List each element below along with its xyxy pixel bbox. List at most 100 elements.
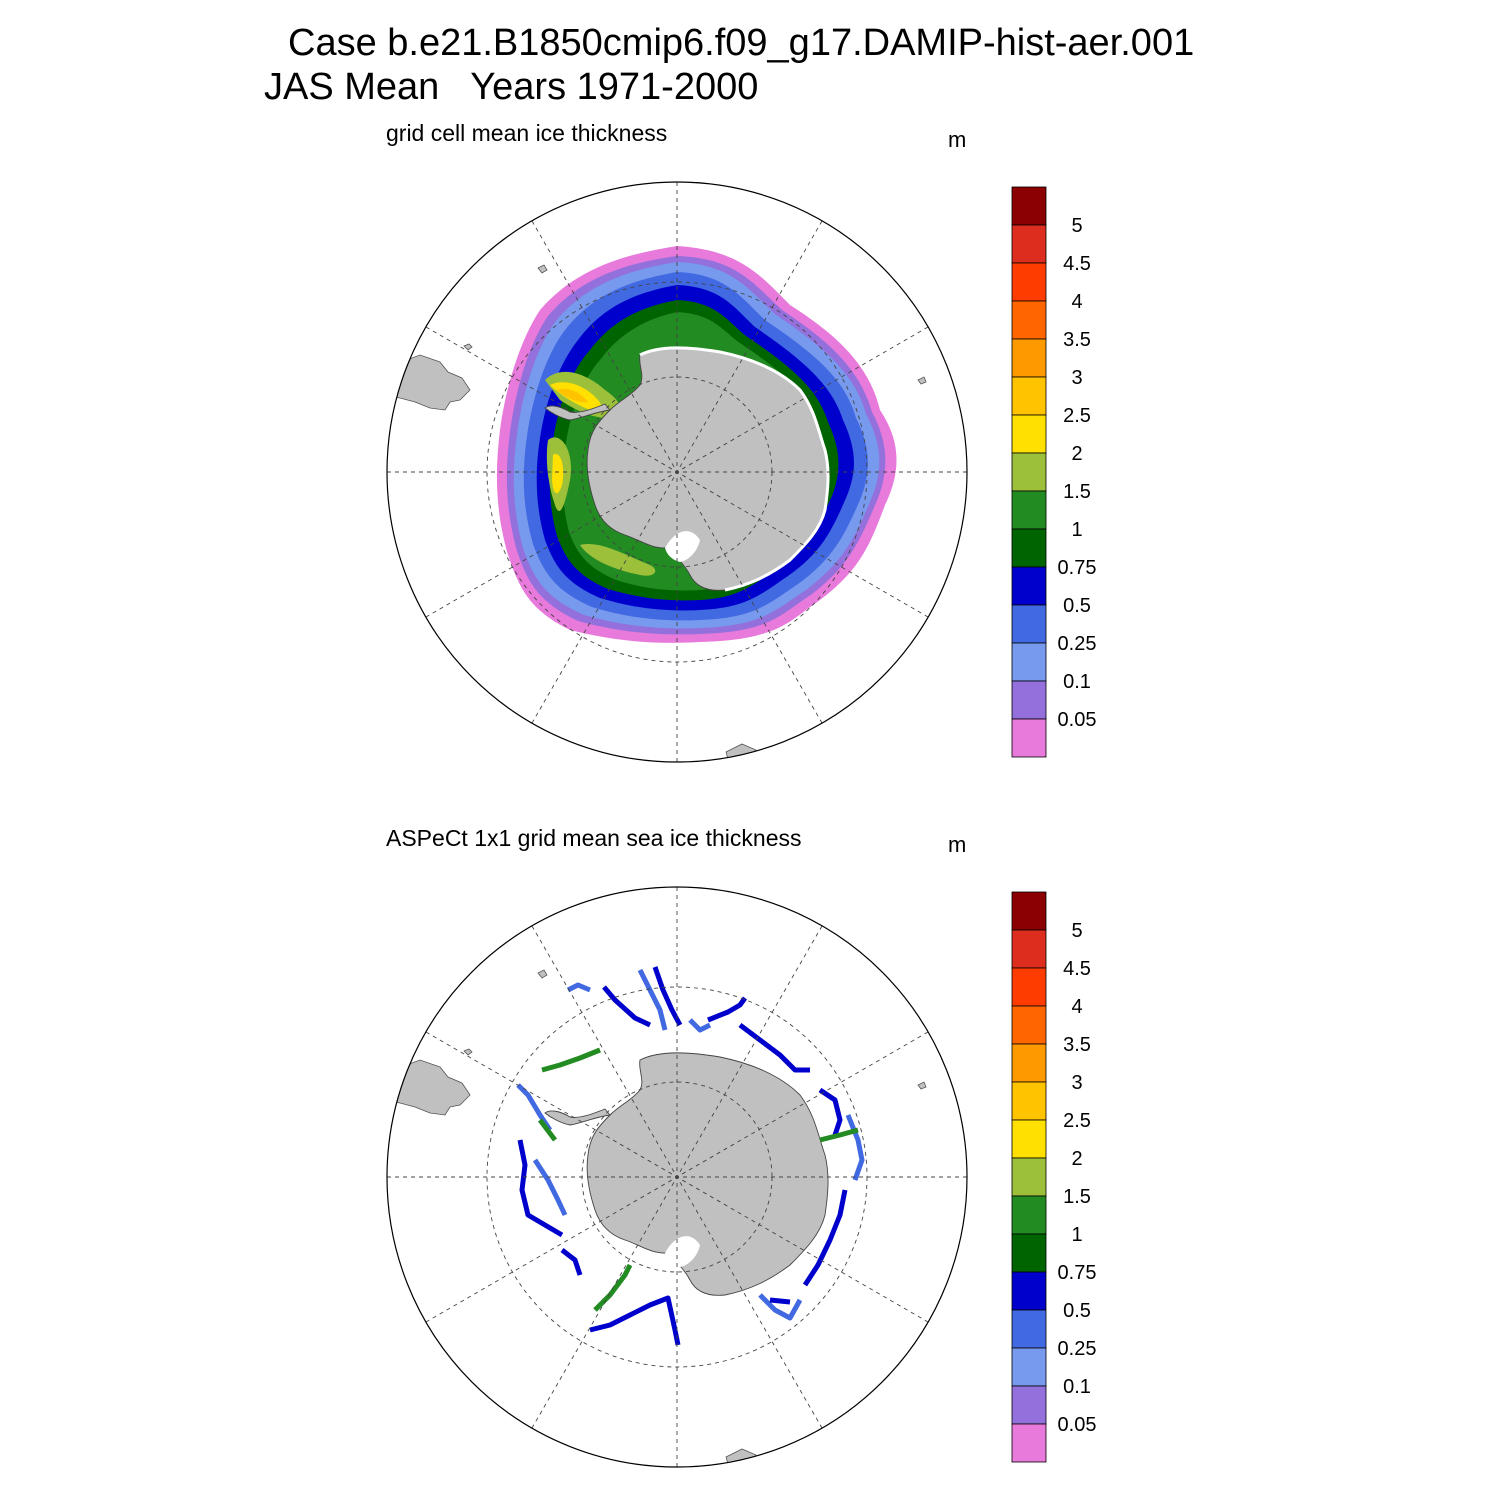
colorbar-1-label: 0.1 (1063, 671, 1091, 693)
antarctica-continent-2 (586, 1052, 829, 1296)
colorbar-1-label: 2 (1071, 443, 1082, 465)
colorbar-1-swatch (1011, 490, 1047, 530)
ship-track-8 (818, 1087, 843, 1136)
ice-band-2.5-weddell (550, 382, 602, 494)
ship-track-3 (637, 968, 668, 1031)
colorbar-1-swatch (1011, 452, 1047, 492)
panel2-unit: m (948, 832, 967, 857)
ship-track-5 (688, 1018, 712, 1033)
colorbar-2-label: 3.5 (1063, 1034, 1091, 1056)
colorbar-1-swatch (1011, 262, 1047, 302)
ship-track-17 (532, 1158, 568, 1217)
colorbar-1-label: 3.5 (1063, 329, 1091, 351)
colorbar-1-swatch (1011, 224, 1047, 264)
panel1-title: grid cell mean ice thickness (386, 120, 668, 146)
colorbar-2: 5 4.5 4 3.5 3 2.5 2 1.5 1 0.75 0.5 0.25 0.1 0.05 (1011, 891, 1097, 1463)
colorbar-2-swatch (1011, 1005, 1047, 1045)
ship-track-20 (541, 1047, 601, 1073)
ross-ice-shelf (665, 531, 700, 562)
ship-track-6 (707, 996, 748, 1023)
colorbar-1-swatch (1011, 414, 1047, 454)
colorbar-1-swatch (1011, 186, 1047, 226)
map-boundary-1 (386, 181, 968, 763)
colorbar-1-swatch (1011, 376, 1047, 416)
colorbar-1-label: 4.5 (1063, 253, 1091, 275)
island-south-georgia-2 (463, 1048, 473, 1056)
colorbar-1-label: 4 (1071, 291, 1082, 313)
map-panel-1 (386, 181, 968, 763)
ice-band-2-weddell (545, 371, 656, 576)
figure-title-line2: JAS Mean Years 1971-2000 (264, 66, 759, 108)
ship-track-15 (593, 1263, 633, 1312)
island-south-georgia (463, 343, 473, 351)
colorbar-2-label: 3 (1071, 1072, 1082, 1094)
colorbar-2-label: 2.5 (1063, 1110, 1091, 1132)
colorbar-2-label: 2 (1071, 1148, 1082, 1170)
graticule-2 (387, 887, 967, 1467)
graticule (387, 182, 967, 762)
figure-title-line1: Case b.e21.B1850cmip6.f09_g17.DAMIP-hist… (288, 22, 1195, 64)
ship-tracks (516, 966, 865, 1346)
colorbar-2-label: 4 (1071, 996, 1082, 1018)
colorbar-1-label: 0.75 (1058, 557, 1097, 579)
colorbar-2-label: 0.5 (1063, 1300, 1091, 1322)
panel2-title: ASPeCt 1x1 grid mean sea ice thickness (386, 825, 802, 851)
ship-track-7 (738, 1023, 810, 1073)
map-panel-2 (386, 886, 968, 1468)
colorbar-2-label: 1.5 (1063, 1186, 1091, 1208)
island-small-1 (537, 264, 548, 274)
colorbar-2-swatch (1011, 1423, 1047, 1463)
colorbar-1-swatch (1011, 566, 1047, 606)
colorbar-1-swatch (1011, 528, 1047, 568)
ship-track-14 (589, 1295, 681, 1346)
ship-track-10 (819, 1127, 859, 1143)
colorbar-2-swatch (1011, 1347, 1047, 1387)
colorbar-1-label: 1 (1071, 519, 1082, 541)
ship-track-2 (602, 985, 652, 1028)
colorbar-2-swatch (1011, 1385, 1047, 1425)
colorbar-2-label: 0.1 (1063, 1376, 1091, 1398)
colorbar-1-label: 0.25 (1058, 633, 1097, 655)
ice-band-3-weddell (556, 388, 588, 403)
colorbar-1-label: 5 (1071, 215, 1082, 237)
colorbar-2-swatch (1011, 1233, 1047, 1273)
colorbar-1-swatch (1011, 642, 1047, 682)
colorbar-2-swatch (1011, 1309, 1047, 1349)
ship-track-11 (802, 1189, 848, 1287)
coastline-white (639, 346, 830, 592)
colorbar-2-swatch (1011, 1081, 1047, 1121)
ross-ice-shelf-2 (665, 1236, 700, 1267)
colorbar-2-swatch (1011, 1271, 1047, 1311)
ship-track-4 (652, 966, 683, 1027)
colorbar-1-swatch (1011, 604, 1047, 644)
ship-track-9 (845, 1114, 865, 1181)
ship-track-12 (758, 1293, 803, 1321)
ship-track-13 (769, 1297, 791, 1305)
antarctic-peninsula (544, 403, 611, 421)
island-kerguelen (917, 376, 927, 385)
colorbar-2-label: 1 (1071, 1224, 1082, 1246)
colorbar-1-label: 1.5 (1063, 481, 1091, 503)
antarctic-peninsula-2 (544, 1108, 611, 1126)
colorbar-1: 5 4.5 4 3.5 3 2.5 2 1.5 1 0.75 0.5 0.25 0.1 0.05 (1011, 186, 1097, 758)
island-kerguelen-2 (917, 1081, 927, 1090)
colorbar-2-swatch (1011, 1043, 1047, 1083)
colorbar-2-label: 0.05 (1058, 1414, 1097, 1436)
ship-track-21 (538, 1118, 557, 1142)
colorbar-1-swatch (1011, 718, 1047, 758)
colorbar-1-swatch (1011, 300, 1047, 340)
island-small-2 (537, 969, 548, 979)
colorbar-2-label: 5 (1071, 920, 1082, 942)
panel1-unit: m (948, 127, 967, 152)
colorbar-2-swatch (1011, 967, 1047, 1007)
colorbar-2-swatch (1011, 1195, 1047, 1235)
colorbar-2-label: 4.5 (1063, 958, 1091, 980)
colorbar-2-swatch (1011, 1157, 1047, 1197)
colorbar-2-swatch (1011, 891, 1047, 931)
ship-track-1 (566, 982, 591, 993)
colorbar-2-label: 0.25 (1058, 1338, 1097, 1360)
colorbar-1-label: 2.5 (1063, 405, 1091, 427)
colorbar-1-label: 3 (1071, 367, 1082, 389)
ship-track-18 (560, 1248, 583, 1276)
